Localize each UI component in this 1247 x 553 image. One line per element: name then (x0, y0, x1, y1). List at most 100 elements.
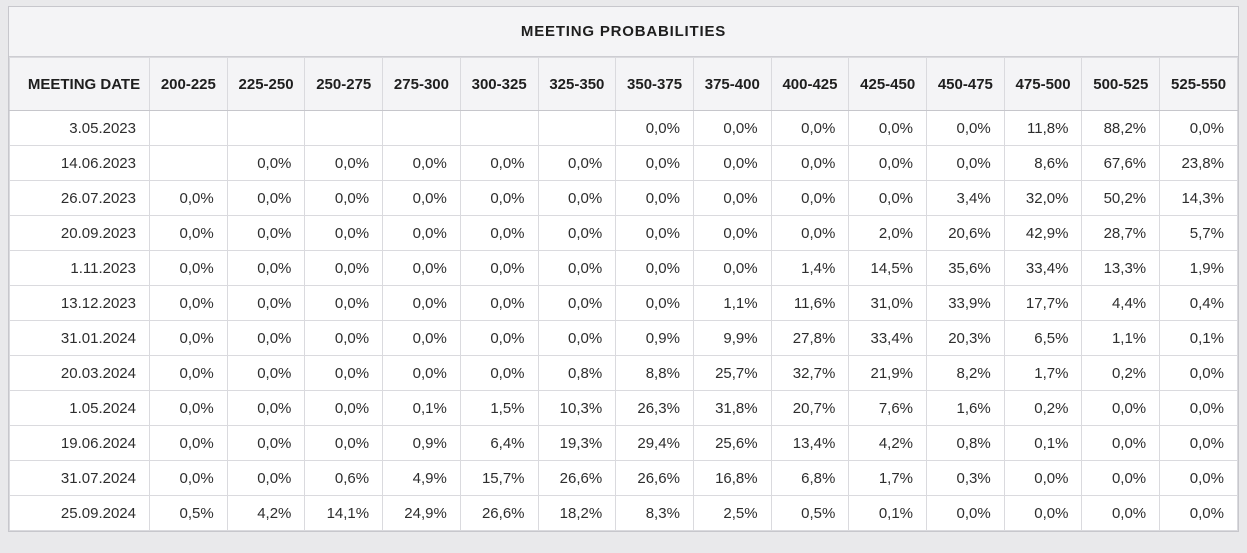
column-header-rate-range: 425-450 (848, 57, 928, 111)
column-header-meeting-date: MEETING DATE (9, 57, 150, 111)
probability-cell: 24,9% (382, 495, 461, 531)
probability-cell: 0,5% (770, 495, 850, 531)
probability-cell (304, 110, 384, 146)
probability-cell: 0,0% (692, 215, 772, 251)
probability-cell (149, 110, 228, 146)
probability-cell: 0,0% (459, 320, 539, 356)
probability-cell: 0,0% (926, 110, 1005, 146)
probability-cell: 0,0% (149, 425, 228, 461)
table-body: 3.05.2023 0,0% 0,0% 0,0% 0,0% 0,0% 11,8% 88,2% 0… (9, 110, 1238, 531)
probability-cell: 0,0% (304, 285, 384, 321)
probability-cell: 20,6% (926, 215, 1005, 251)
probability-cell: 32,0% (1003, 180, 1083, 216)
probability-cell: 18,2% (537, 495, 617, 531)
probability-cell: 0,2% (1003, 390, 1083, 426)
probability-cell: 0,0% (1081, 390, 1161, 426)
probability-cell: 0,0% (770, 215, 850, 251)
probability-cell: 0,0% (226, 180, 306, 216)
meeting-probabilities-panel: MEETING PROBABILITIES MEETING DATE 200-22… (8, 6, 1239, 532)
probability-cell: 0,0% (149, 320, 228, 356)
probability-cell: 0,0% (692, 250, 772, 286)
probability-cell: 32,7% (770, 355, 850, 391)
column-header-rate-range: 475-500 (1003, 57, 1083, 111)
probability-cell: 0,1% (1003, 425, 1083, 461)
probability-cell: 0,0% (304, 355, 384, 391)
probability-cell: 1,5% (459, 390, 539, 426)
probability-cell: 0,0% (537, 250, 617, 286)
column-header-rate-range: 225-250 (226, 57, 306, 111)
probability-cell: 8,2% (926, 355, 1005, 391)
probability-cell: 2,5% (692, 495, 772, 531)
probability-cell: 0,0% (149, 355, 228, 391)
probability-cell: 6,8% (770, 460, 850, 496)
probability-cell: 0,0% (459, 355, 539, 391)
probability-cell: 0,1% (382, 390, 461, 426)
probability-cell: 0,9% (382, 425, 461, 461)
probability-cell: 0,0% (692, 180, 772, 216)
probability-cell: 2,0% (848, 215, 928, 251)
probability-cell: 0,0% (149, 460, 228, 496)
probability-cell: 31,0% (848, 285, 928, 321)
probability-cell: 11,6% (770, 285, 850, 321)
probability-cell: 0,0% (1159, 110, 1238, 146)
probability-cell: 0,0% (1159, 390, 1238, 426)
probability-cell: 1,4% (770, 250, 850, 286)
probability-cell: 0,0% (226, 215, 306, 251)
probability-cell: 0,0% (1003, 460, 1083, 496)
meeting-date-cell: 20.03.2024 (9, 355, 150, 391)
meeting-date-cell: 1.11.2023 (9, 250, 150, 286)
table-row: 26.07.2023 0,0% 0,0% 0,0% 0,0% 0,0% 0,0% 0,0% 0,… (9, 180, 1238, 216)
probability-cell: 0,0% (382, 355, 461, 391)
probability-cell: 0,0% (459, 215, 539, 251)
probability-cell: 14,1% (304, 495, 384, 531)
probability-cell: 88,2% (1081, 110, 1161, 146)
probability-cell: 4,2% (226, 495, 306, 531)
probabilities-table: MEETING DATE 200-225 225-250 250-275 275-300… (9, 57, 1238, 531)
probability-cell: 1,6% (926, 390, 1005, 426)
column-header-rate-range: 525-550 (1159, 57, 1238, 111)
probability-cell: 0,0% (459, 145, 539, 181)
probability-cell (149, 145, 228, 181)
table-row: 20.09.2023 0,0% 0,0% 0,0% 0,0% 0,0% 0,0% 0,0% 0,… (9, 215, 1238, 251)
probability-cell: 5,7% (1159, 215, 1238, 251)
column-header-rate-range: 300-325 (459, 57, 539, 111)
probability-cell: 0,0% (848, 180, 928, 216)
meeting-date-cell: 20.09.2023 (9, 215, 150, 251)
probability-cell: 1,7% (848, 460, 928, 496)
probability-cell: 0,0% (226, 145, 306, 181)
probability-cell: 25,7% (692, 355, 772, 391)
table-row: 3.05.2023 0,0% 0,0% 0,0% 0,0% 0,0% 11,8% 88,2% 0… (9, 110, 1238, 146)
probability-cell: 0,0% (226, 250, 306, 286)
probability-cell: 29,4% (615, 425, 694, 461)
probability-cell: 0,6% (304, 460, 384, 496)
table-row: 19.06.2024 0,0% 0,0% 0,0% 0,9% 6,4% 19,3% 29,4%… (9, 425, 1238, 461)
probability-cell: 0,0% (382, 320, 461, 356)
probability-cell: 1,1% (1081, 320, 1161, 356)
probability-cell: 8,6% (1003, 145, 1083, 181)
table-row: 25.09.2024 0,5% 4,2% 14,1% 24,9% 26,6% 18,2% 8,… (9, 495, 1238, 531)
probability-cell: 21,9% (848, 355, 928, 391)
probability-cell: 0,0% (692, 110, 772, 146)
probability-cell: 0,0% (926, 145, 1005, 181)
probability-cell: 0,0% (537, 320, 617, 356)
probability-cell: 23,8% (1159, 145, 1238, 181)
probability-cell: 0,0% (1081, 495, 1161, 531)
probability-cell: 1,9% (1159, 250, 1238, 286)
probability-cell: 0,9% (615, 320, 694, 356)
probability-cell: 0,0% (304, 180, 384, 216)
probability-cell: 1,7% (1003, 355, 1083, 391)
column-header-rate-range: 375-400 (692, 57, 772, 111)
probability-cell: 0,0% (382, 250, 461, 286)
probability-cell: 0,0% (1159, 355, 1238, 391)
probability-cell: 0,8% (537, 355, 617, 391)
meeting-date-cell: 31.01.2024 (9, 320, 150, 356)
panel-title: MEETING PROBABILITIES (9, 7, 1238, 57)
table-row: 31.07.2024 0,0% 0,0% 0,6% 4,9% 15,7% 26,6% 26,6… (9, 460, 1238, 496)
probability-cell: 0,0% (1003, 495, 1083, 531)
probability-cell: 0,0% (615, 250, 694, 286)
table-row: 14.06.2023 0,0% 0,0% 0,0% 0,0% 0,0% 0,0% 0,0% 0,… (9, 145, 1238, 181)
meeting-date-cell: 3.05.2023 (9, 110, 150, 146)
probability-cell: 0,0% (149, 285, 228, 321)
probability-cell: 0,0% (1081, 425, 1161, 461)
